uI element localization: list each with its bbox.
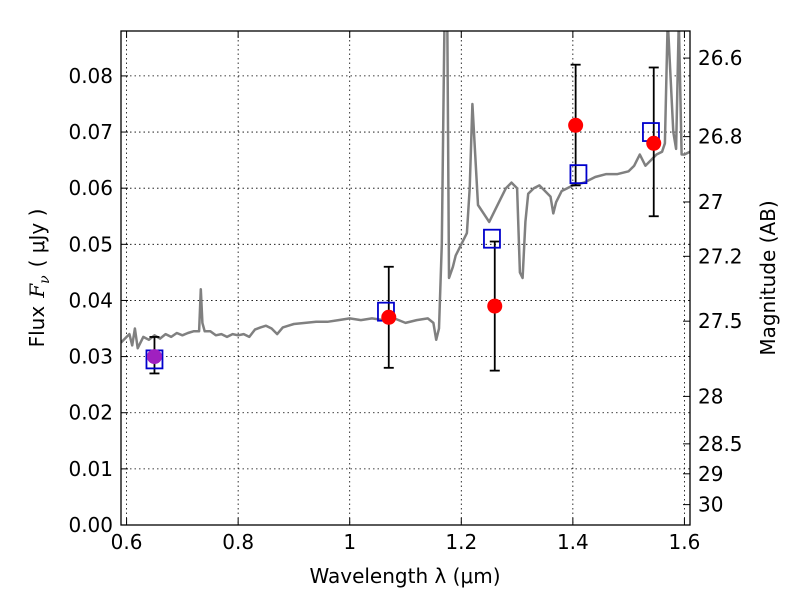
y-tick-label: 0.02 [68, 401, 113, 425]
y-tick-label: 0.07 [68, 120, 113, 144]
y-tick-label: 0.05 [68, 232, 113, 256]
right-tick-label: 29 [698, 462, 723, 486]
y-label-subscript: ν [37, 275, 53, 284]
y-tick-label: 0.01 [68, 457, 113, 481]
y-axis-label: Flux Fν ( μJy ) [25, 209, 53, 348]
x-tick-label: 1.6 [669, 530, 701, 554]
error-bars [149, 63, 659, 375]
y-label-unit: ( μJy ) [25, 209, 49, 268]
x-tick-label: 0.6 [111, 530, 143, 554]
right-axis-label: Magnitude (AB) [756, 200, 780, 355]
observed-point [487, 298, 503, 314]
model-spectrum-line [121, 31, 690, 350]
y-tick-label: 0.04 [68, 288, 113, 312]
observed-photometry [146, 117, 662, 365]
synthetic-photometry [145, 122, 660, 370]
x-tick-label: 0.8 [222, 530, 254, 554]
right-tick-label: 28.5 [698, 432, 743, 456]
y-label-prefix: Flux [25, 306, 49, 348]
y-tick-label: 0.06 [68, 176, 113, 200]
right-tick-label: 26.8 [698, 125, 743, 149]
observed-point [646, 135, 662, 151]
plot-frame [120, 30, 691, 526]
y-tick-label: 0.08 [68, 64, 113, 88]
y-label-symbol: F [25, 283, 49, 299]
grid-lines [121, 31, 690, 526]
x-tick-label: 1 [343, 530, 356, 554]
axis-ticks: 0.6 0.8 1 1.2 1.4 1.6 0.00 0.01 0.02 0.03 0.04 0.05… [68, 31, 743, 554]
synthetic-point [483, 228, 501, 249]
observed-point [146, 349, 162, 365]
y-tick-label: 0.00 [68, 513, 113, 537]
right-tick-label: 26.6 [698, 46, 743, 70]
right-tick-label: 28 [698, 384, 723, 408]
right-tick-label: 30 [698, 493, 723, 517]
observed-point [381, 309, 397, 325]
synthetic-point [569, 164, 588, 185]
model-spectrum [121, 31, 690, 350]
x-tick-label: 1.2 [445, 530, 477, 554]
right-tick-label: 27.5 [698, 309, 743, 333]
x-tick-label: 1.4 [557, 530, 589, 554]
observed-point [568, 117, 584, 133]
right-tick-label: 27.2 [698, 244, 743, 268]
right-tick-label: 27 [698, 190, 723, 214]
x-axis-label: Wavelength λ (μm) [309, 564, 500, 588]
y-tick-label: 0.03 [68, 345, 113, 369]
